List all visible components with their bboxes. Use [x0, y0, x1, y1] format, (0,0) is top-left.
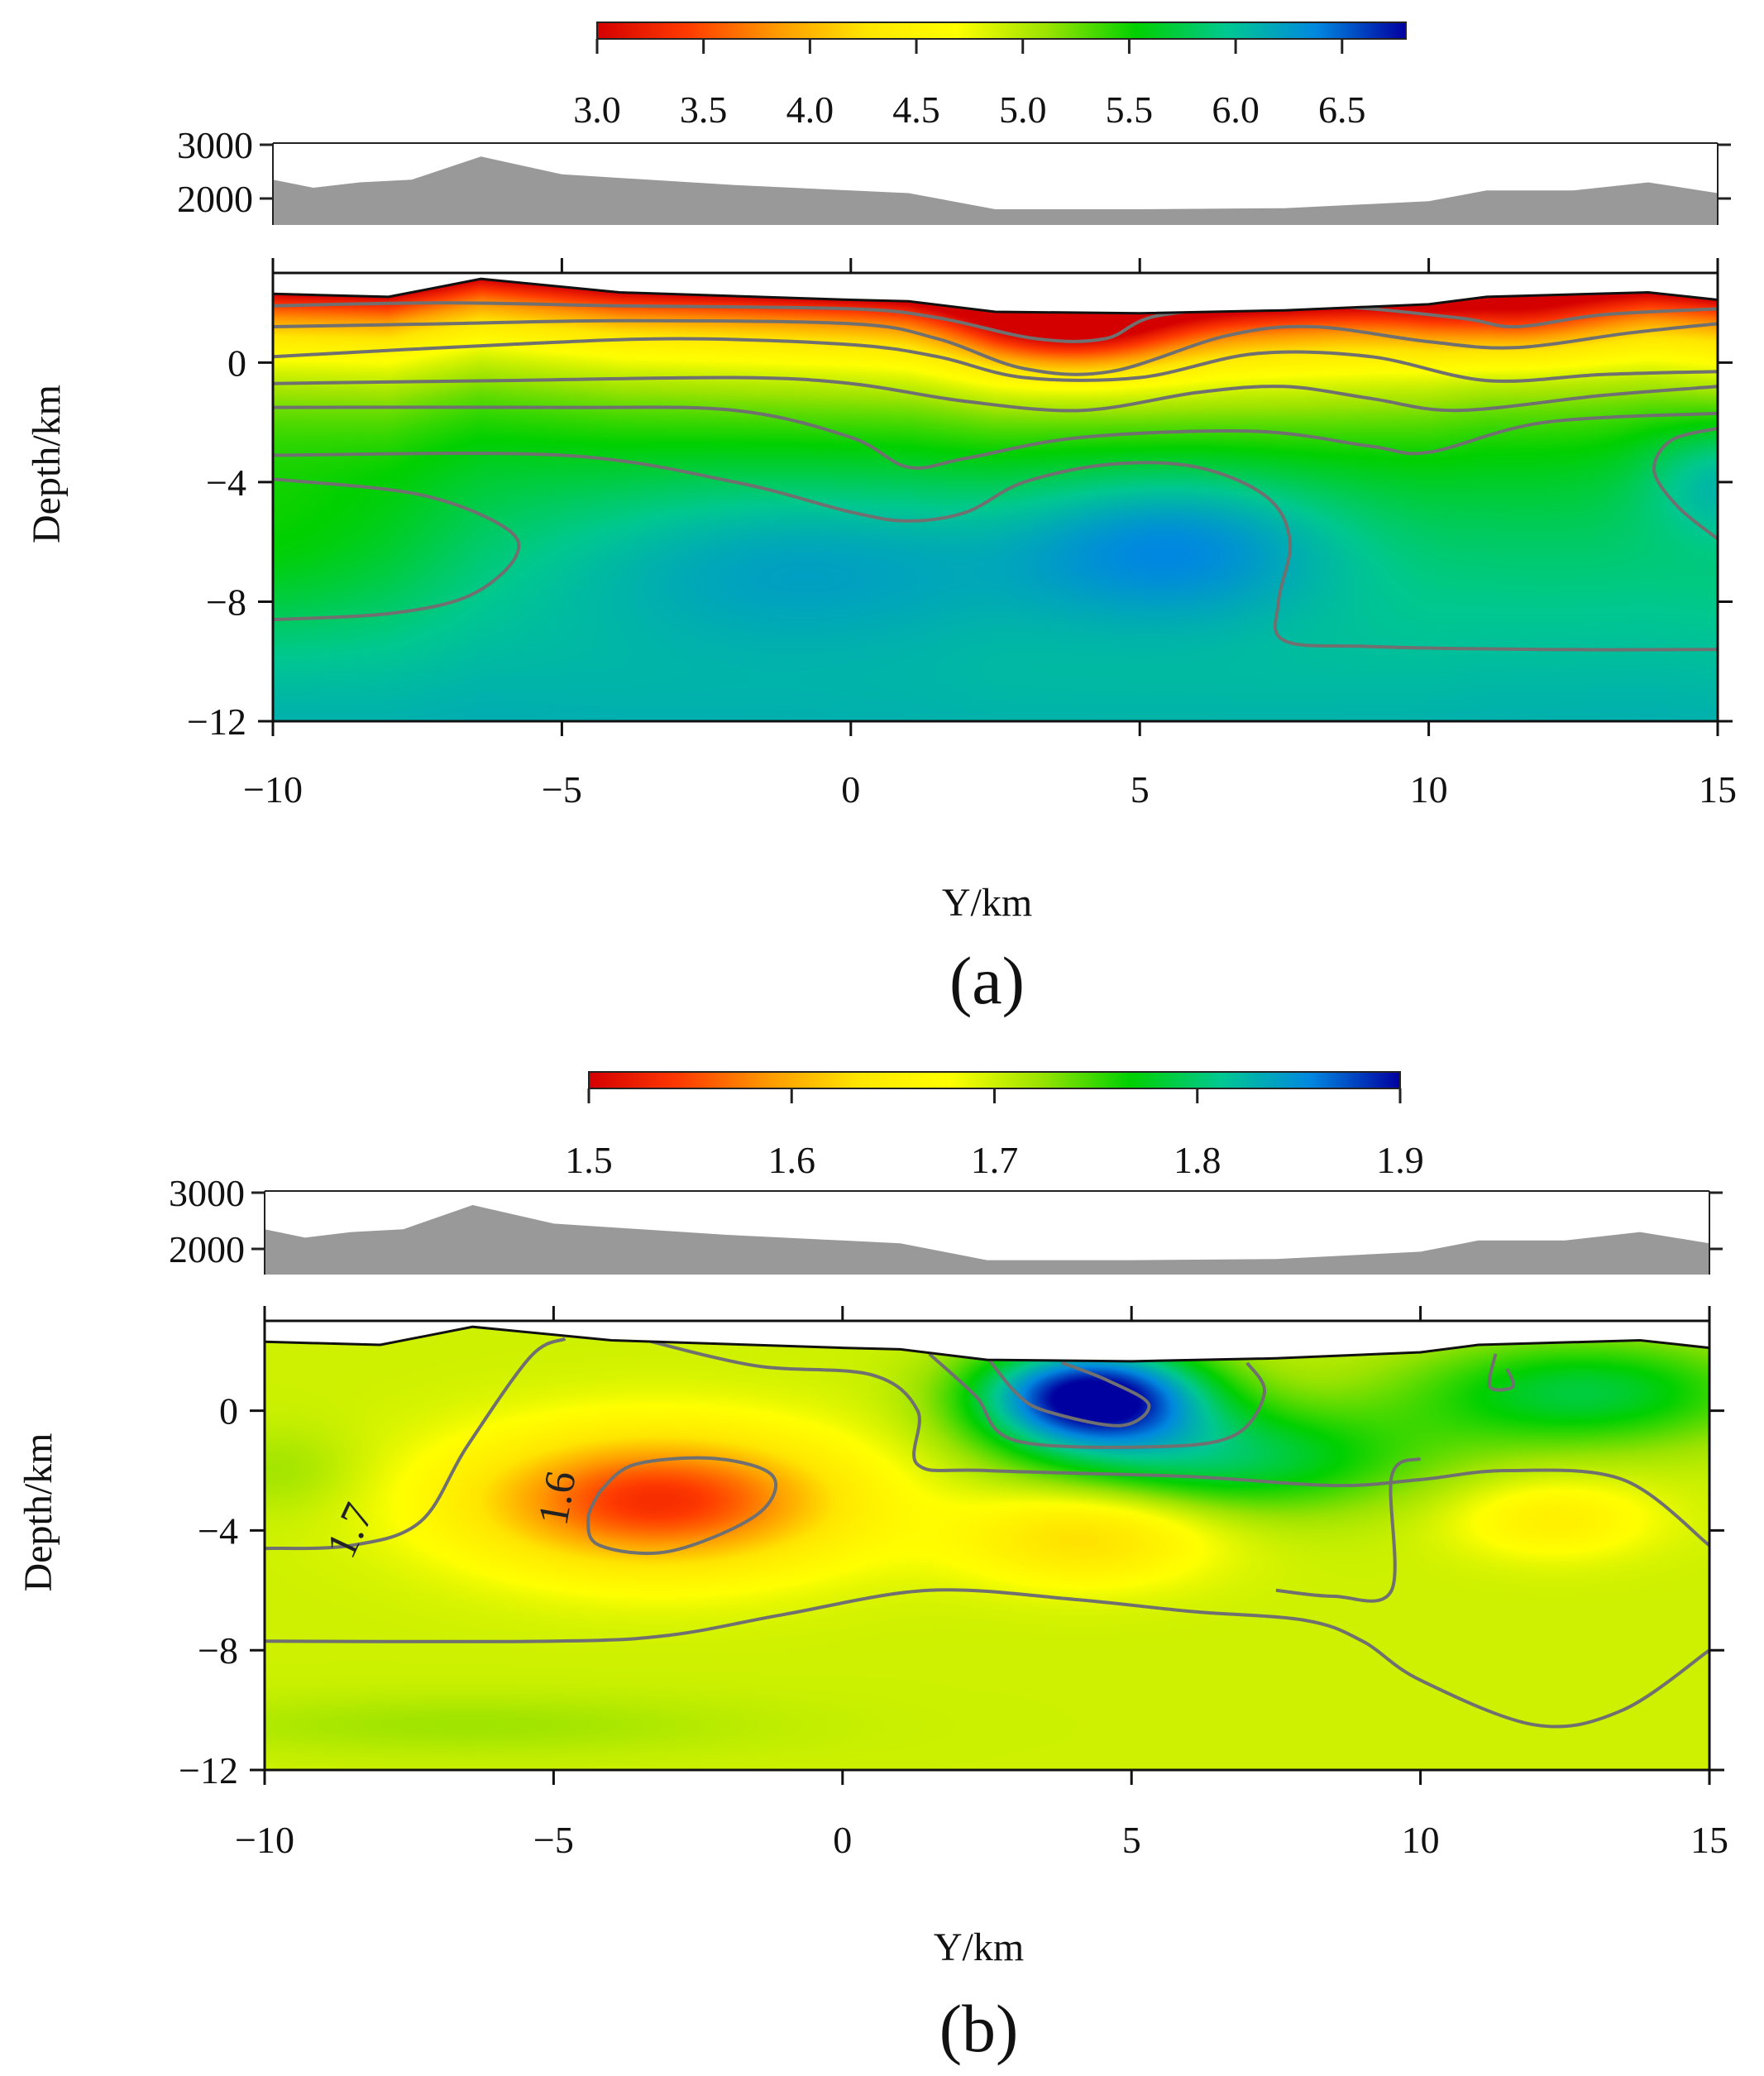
colorbar-tick-label: 1.5 [565, 1139, 613, 1181]
contour-line [1275, 1457, 1422, 1603]
y-tick-label: −4 [198, 1509, 238, 1552]
colorbar-tick-label: 1.7 [971, 1139, 1019, 1181]
topography-profile: 3000 2000 [177, 124, 1731, 225]
contour-line [639, 1337, 1709, 1547]
topography-area [265, 1205, 1709, 1275]
colorbar-tick-label: 1.8 [1174, 1139, 1221, 1181]
y-tick-label: −8 [206, 581, 246, 623]
contour-line [273, 301, 1718, 343]
x-tick-label: 5 [1131, 768, 1150, 811]
heatmap-image [265, 1327, 1709, 1770]
colorbar-tick-label: 1.6 [768, 1139, 816, 1181]
colorbar-tick-label: 5.5 [1106, 88, 1154, 131]
plot-frame: −10 −5 0 5 10 15 0 −4 −8 −12 [187, 258, 1737, 811]
colorbar-tick-label: 1.9 [1376, 1139, 1424, 1181]
x-tick-label: 0 [833, 1819, 852, 1861]
contour-line [273, 318, 1718, 376]
contour-line [273, 405, 1718, 470]
y-axis-title: Depth/km [17, 1433, 60, 1592]
contour-line [273, 477, 521, 622]
x-axis-title: Y/km [942, 881, 1032, 925]
contour-line [273, 452, 1718, 652]
x-tick-label: 5 [1122, 1819, 1141, 1861]
panel-label: (b) [939, 1991, 1019, 2066]
contour-line [265, 1588, 1709, 1729]
x-tick-label: 10 [1402, 1819, 1440, 1861]
x-tick-label: 0 [841, 768, 860, 811]
colorbar-tick-label: 4.0 [786, 88, 834, 131]
heatmap-field [265, 1327, 1709, 1770]
contour-line [273, 375, 1718, 413]
heatmap-field [273, 279, 1718, 721]
colorbar: 1.5 1.6 1.7 1.8 1.9 [565, 1071, 1424, 1181]
topography-tick-label: 3000 [169, 1172, 245, 1214]
topography-profile: 3000 2000 [169, 1172, 1723, 1275]
contour-line [1652, 426, 1718, 541]
colorbar: 3.0 3.5 4.0 4.5 5.0 5.5 6.0 6.5 [573, 22, 1407, 131]
surface-line [264, 1325, 1710, 1363]
plot-frame: −10 −5 0 5 10 15 0 −4 −8 −12 [179, 1306, 1728, 1861]
contour-line [265, 1337, 566, 1551]
topography-tick-label: 2000 [177, 178, 253, 220]
topography-area [273, 156, 1718, 225]
colorbar-gradient [596, 22, 1407, 40]
contour-line [928, 1352, 1266, 1449]
contour-line [985, 1356, 1151, 1428]
colorbar-tick-label: 6.5 [1318, 88, 1366, 131]
x-tick-label: 15 [1690, 1819, 1728, 1861]
contour-line [273, 337, 1718, 383]
colorbar-tick-label: 3.5 [680, 88, 728, 131]
colorbar-tick-label: 3.0 [573, 88, 621, 131]
contour-label: 1.6 [529, 1467, 585, 1528]
panel-a: 3.0 3.5 4.0 4.5 5.0 5.5 6.0 6.5 3000 2000 −10 −5 0 5 1… [25, 22, 1737, 1018]
colorbar-gradient [588, 1071, 1401, 1089]
y-tick-label: −8 [198, 1629, 238, 1672]
y-tick-label: −12 [187, 701, 246, 743]
x-tick-label: 15 [1699, 768, 1737, 811]
x-tick-label: −10 [243, 768, 303, 811]
x-tick-label: −10 [235, 1819, 294, 1861]
surface-line [272, 277, 1719, 315]
x-tick-label: 10 [1410, 768, 1448, 811]
colorbar-tick-label: 6.0 [1212, 88, 1260, 131]
colorbar-tick-label: 4.5 [892, 88, 940, 131]
y-tick-label: 0 [219, 1390, 238, 1433]
y-tick-label: −12 [179, 1749, 238, 1791]
x-axis-title: Y/km [934, 1925, 1024, 1969]
contour-line [1487, 1353, 1516, 1392]
y-tick-label: 0 [227, 342, 246, 384]
topography-tick-label: 2000 [169, 1228, 245, 1270]
y-tick-label: −4 [206, 462, 246, 504]
topography-tick-label: 3000 [177, 124, 253, 166]
contour-line [586, 1456, 778, 1556]
y-axis-title: Depth/km [25, 385, 69, 543]
x-tick-label: −5 [542, 768, 582, 811]
colorbar-tick-label: 5.0 [999, 88, 1047, 131]
panel-label: (a) [949, 943, 1025, 1018]
x-tick-label: −5 [533, 1819, 574, 1861]
